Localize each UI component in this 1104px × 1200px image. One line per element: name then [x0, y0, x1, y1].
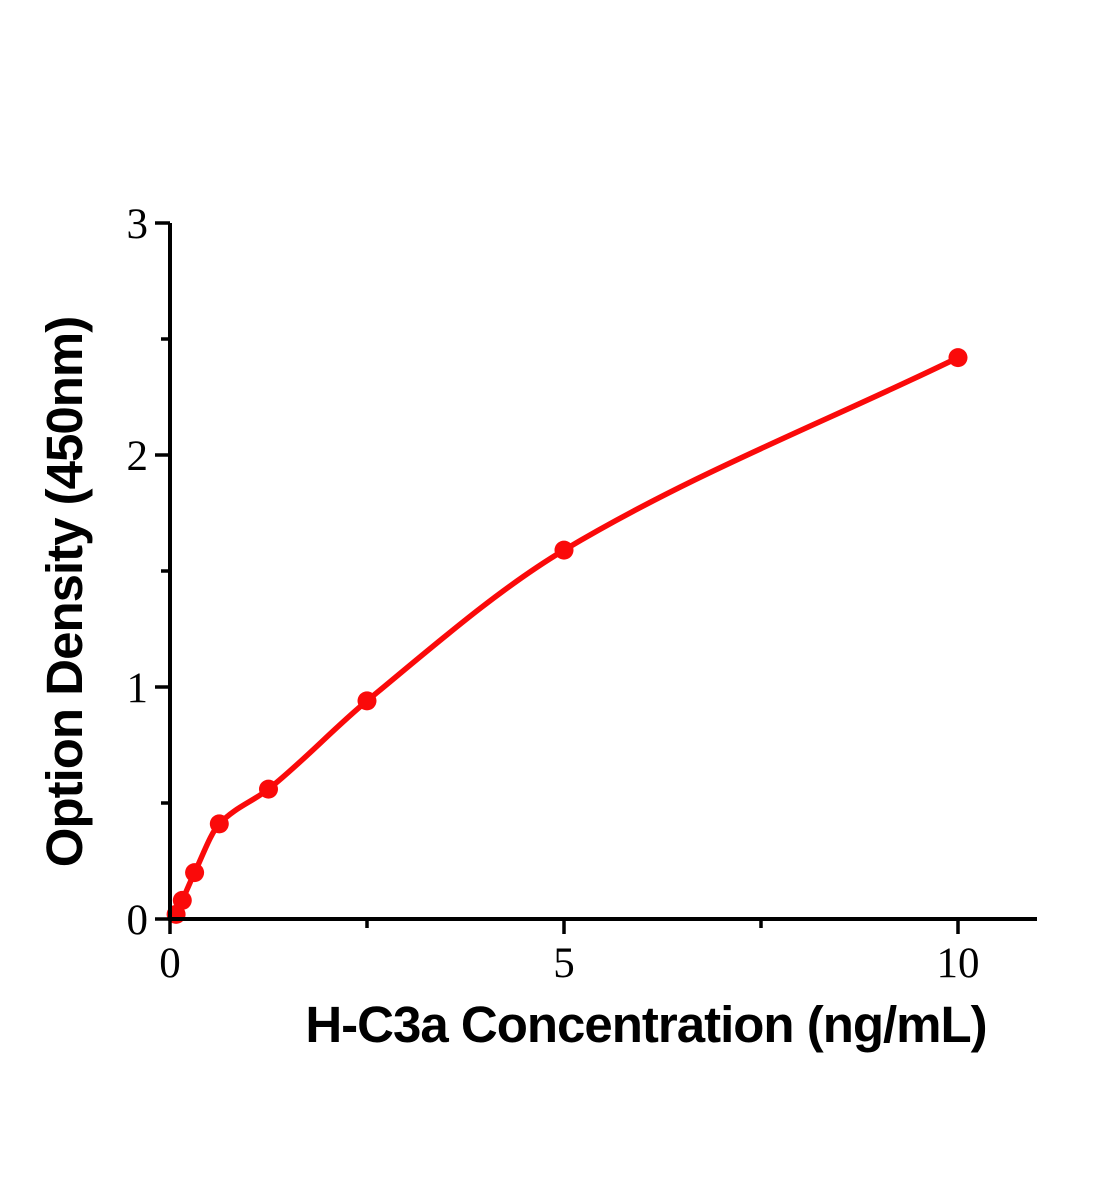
- data-point-8: [948, 348, 968, 368]
- data-point-6: [357, 691, 377, 711]
- data-point-3: [185, 863, 205, 883]
- x-axis-title: H-C3a Concentration (ng/mL): [305, 996, 986, 1053]
- y-tick-label: 1: [127, 665, 149, 712]
- data-point-2: [172, 890, 192, 910]
- y-tick-label: 2: [127, 433, 149, 480]
- y-tick-label: 0: [127, 897, 149, 944]
- data-point-7: [554, 540, 574, 560]
- y-axis-title: Option Density (450nm): [36, 317, 93, 867]
- y-tick-label: 3: [127, 201, 149, 248]
- x-tick-label: 5: [553, 940, 575, 987]
- x-tick-label: 0: [159, 940, 181, 987]
- data-point-4: [209, 814, 229, 834]
- fit-curve: [173, 354, 961, 918]
- data-point-5: [259, 779, 278, 799]
- x-tick-label: 10: [937, 940, 980, 987]
- plot-area: 0 1 2 3 0 5 10: [127, 201, 1037, 987]
